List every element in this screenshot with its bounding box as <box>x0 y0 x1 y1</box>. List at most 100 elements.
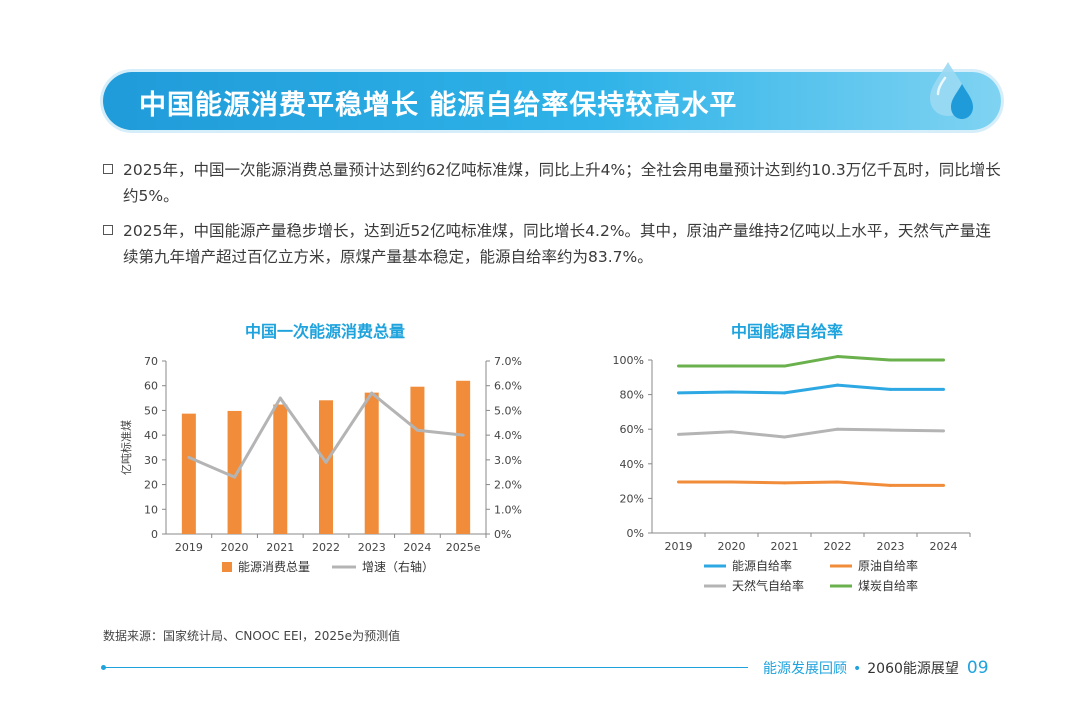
series-point <box>942 387 945 391</box>
y2-tick-label: 6.0% <box>494 380 522 393</box>
series-point <box>942 358 945 362</box>
series-point <box>783 364 786 368</box>
y-tick-label: 20% <box>620 492 644 505</box>
y-tick-label: 50 <box>144 404 158 417</box>
series-point <box>677 480 680 484</box>
y-tick-label: 40 <box>144 429 158 442</box>
bar <box>410 386 425 534</box>
bar <box>227 410 242 534</box>
series-point <box>730 390 733 394</box>
x-tick-label: 2021 <box>266 541 294 554</box>
bar <box>273 404 288 534</box>
bullet-text: 2025年，中国能源产量稳步增长，达到近52亿吨标准煤，同比增长4.2%。其中，… <box>123 222 991 266</box>
series-point <box>677 364 680 368</box>
page-number: 09 <box>966 658 989 678</box>
x-tick-label: 2022 <box>824 540 852 553</box>
x-tick-label: 2023 <box>358 541 386 554</box>
x-tick-label: 2025e <box>446 541 481 554</box>
x-tick-label: 2020 <box>221 541 249 554</box>
self-sufficiency-chart: 0% 20% 40% 60% 80% 100% 2019 2020 2021 2022 2023 20… <box>613 354 971 593</box>
growth-rate-point <box>461 433 465 437</box>
data-source-note: 数据来源：国家统计局、CNOOC EEI，2025e为预测值 <box>103 629 401 643</box>
y-tick-label: 80% <box>620 389 644 402</box>
x-tick-label: 2021 <box>771 540 799 553</box>
growth-rate-point <box>324 460 328 464</box>
series-point <box>677 391 680 395</box>
series-point <box>730 480 733 484</box>
checkbox-square-icon <box>103 225 113 235</box>
y-tick-label: 60% <box>620 423 644 436</box>
legend-label: 原油自给率 <box>858 558 918 573</box>
y-tick-label: 30 <box>144 454 158 467</box>
series-line-3 <box>678 355 944 368</box>
series-point <box>836 383 839 387</box>
title-banner: 中国能源消费平稳增长 能源自给率保持较高水平 <box>103 72 1001 130</box>
water-drop-icon <box>930 62 973 119</box>
series-point <box>783 481 786 485</box>
series-point <box>836 355 839 359</box>
legend-label: 煤炭自给率 <box>858 578 918 593</box>
series-point <box>889 428 892 432</box>
growth-rate-point <box>278 396 282 400</box>
legend-label: 能源自给率 <box>732 558 792 573</box>
y2-tick-label: 4.0% <box>494 429 522 442</box>
y-tick-label: 40% <box>620 458 644 471</box>
series-point <box>889 387 892 391</box>
series-point <box>836 480 839 484</box>
y2-tick-label: 0% <box>494 528 511 541</box>
series-line-1 <box>678 480 944 487</box>
x-tick-label: 2022 <box>312 541 340 554</box>
y-tick-label: 20 <box>144 479 158 492</box>
y-tick-label: 0% <box>627 527 644 540</box>
y-axis-title: 亿吨标准煤 <box>119 420 133 475</box>
chart-title-consumption: 中国一次能源消费总量 <box>244 322 405 341</box>
series-point <box>942 429 945 433</box>
x-tick-label: 2023 <box>877 540 905 553</box>
y-tick-label: 10 <box>144 503 158 516</box>
bullet-item: 2025年，中国能源产量稳步增长，达到近52亿吨标准煤，同比增长4.2%。其中，… <box>103 218 1003 270</box>
legend-label: 能源消费总量 <box>238 560 310 574</box>
x-tick-label: 2024 <box>403 541 431 554</box>
consumption-chart: 0 10 20 30 40 50 60 70 0% 1.0% 2.0% 3.0% 4.0% 5.0% 6.0… <box>119 355 522 574</box>
footer-separator: • <box>853 661 862 677</box>
x-tick-label: 2024 <box>930 540 958 553</box>
y-tick-label: 70 <box>144 355 158 368</box>
bullet-list: 2025年，中国一次能源消费总量预计达到约62亿吨标准煤，同比上升4%；全社会用… <box>103 157 1003 279</box>
series-line-0 <box>678 383 944 395</box>
y2-tick-label: 3.0% <box>494 454 522 467</box>
y-tick-label: 60 <box>144 380 158 393</box>
series-point <box>677 432 680 436</box>
series-point <box>730 430 733 434</box>
series-point <box>783 391 786 395</box>
bullet-item: 2025年，中国一次能源消费总量预计达到约62亿吨标准煤，同比上升4%；全社会用… <box>103 157 1003 209</box>
x-tick-label: 2019 <box>175 541 203 554</box>
growth-rate-point <box>415 428 419 432</box>
y2-tick-label: 5.0% <box>494 404 522 417</box>
series-point <box>889 483 892 487</box>
growth-rate-point <box>370 391 374 395</box>
y2-tick-label: 7.0% <box>494 355 522 368</box>
series-line-2 <box>678 427 944 439</box>
series-point <box>836 427 839 431</box>
y-tick-label: 100% <box>613 354 644 367</box>
bullet-text: 2025年，中国一次能源消费总量预计达到约62亿吨标准煤，同比上升4%；全社会用… <box>123 161 1001 205</box>
growth-rate-point <box>233 475 237 479</box>
bar <box>456 380 471 534</box>
series-point <box>730 364 733 368</box>
footer-section: 能源发展回顾 <box>763 661 847 677</box>
legend-label: 增速（右轴） <box>362 559 434 574</box>
bar <box>319 400 333 534</box>
footer-divider <box>103 667 748 668</box>
chart-title-self-sufficiency: 中国能源自给率 <box>730 322 843 341</box>
legend-swatch-bar <box>222 562 232 572</box>
footer: 能源发展回顾 • 2060能源展望 09 <box>763 658 989 678</box>
series-point <box>783 435 786 439</box>
growth-rate-point <box>187 455 191 459</box>
bar <box>181 413 196 534</box>
page-title: 中国能源消费平稳增长 能源自给率保持较高水平 <box>139 90 738 121</box>
y-tick-label: 0 <box>151 528 158 541</box>
y2-tick-label: 1.0% <box>494 503 522 516</box>
legend-label: 天然气自给率 <box>732 578 804 593</box>
series-point <box>942 483 945 487</box>
footer-dot <box>101 665 106 670</box>
